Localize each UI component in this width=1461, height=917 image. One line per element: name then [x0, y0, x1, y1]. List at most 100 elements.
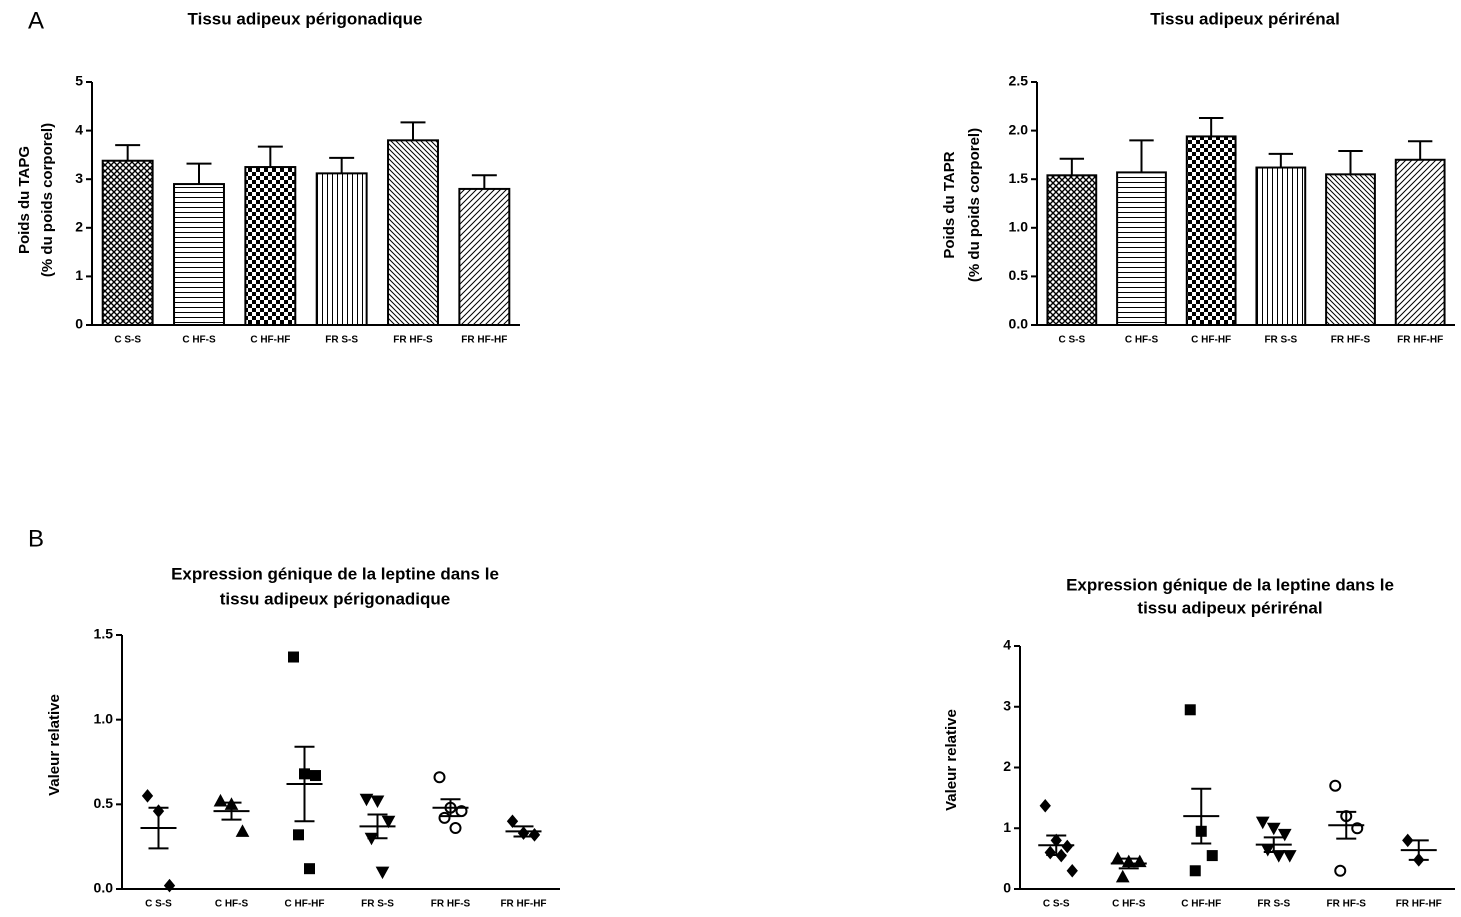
- x-tick-label: C S-S: [1058, 335, 1085, 346]
- bar: [1185, 135, 1237, 326]
- point: [288, 651, 299, 663]
- x-tick-label: FR HF-S: [1327, 899, 1367, 910]
- x-tick-label: C S-S: [114, 335, 141, 346]
- bar: [1394, 158, 1446, 326]
- point: [1044, 845, 1056, 860]
- y-tick-label: 0.5: [94, 795, 114, 811]
- bar: [1255, 166, 1307, 326]
- bar: [387, 139, 439, 326]
- x-tick-label: C HF-HF: [1181, 899, 1221, 910]
- x-tick-label: FR HF-HF: [1397, 335, 1443, 346]
- point: [1282, 850, 1297, 863]
- y-tick-label: 0: [75, 316, 83, 332]
- x-tick-label: FR HF-S: [431, 899, 471, 910]
- point: [375, 866, 390, 880]
- point: [1271, 850, 1286, 863]
- y-axis-label: Valeur relative: [46, 694, 63, 796]
- x-tick-label: FR HF-S: [1331, 335, 1371, 346]
- bar: [101, 159, 154, 326]
- point: [433, 771, 446, 784]
- point: [213, 793, 228, 807]
- y-tick-label: 3: [1003, 697, 1011, 713]
- bar: [458, 187, 511, 326]
- y-tick-label: 0: [1003, 880, 1011, 896]
- bar: [1116, 171, 1167, 326]
- point: [1277, 828, 1292, 842]
- y-tick-label: 2: [75, 219, 83, 235]
- x-tick-label: C HF-S: [182, 335, 216, 346]
- point: [449, 822, 462, 835]
- chart-title: Tissu adipeux périrénal: [1150, 9, 1340, 28]
- x-tick-label: FR HF-HF: [500, 899, 546, 910]
- y-tick-label: 0.0: [94, 880, 114, 896]
- point: [1266, 822, 1281, 836]
- y-tick-label: 3: [75, 170, 83, 186]
- bar: [173, 183, 225, 326]
- x-tick-label: C HF-HF: [285, 899, 325, 910]
- y-tick-label: 2.0: [1009, 121, 1029, 137]
- x-tick-label: FR S-S: [361, 899, 394, 910]
- chart-title: Tissu adipeux périgonadique: [188, 9, 423, 28]
- y-axis-label: Poids du TAPG: [16, 146, 33, 254]
- y-axis-label: (% du poids corporel): [39, 123, 56, 277]
- x-tick-label: FR HF-HF: [1396, 899, 1442, 910]
- y-tick-label: 1.0: [94, 710, 114, 726]
- point: [381, 815, 396, 829]
- bar: [315, 172, 368, 326]
- panel-label: A: [28, 7, 44, 34]
- point: [370, 795, 385, 808]
- panel-label: B: [28, 525, 44, 552]
- y-tick-label: 5: [75, 73, 83, 89]
- y-tick-label: 1: [75, 267, 83, 283]
- point: [1260, 844, 1275, 857]
- y-tick-label: 4: [1003, 637, 1011, 653]
- x-tick-label: FR S-S: [325, 335, 358, 346]
- point: [1184, 704, 1196, 716]
- point: [438, 811, 451, 824]
- x-tick-label: C HF-S: [215, 899, 249, 910]
- point: [1115, 869, 1130, 883]
- point: [1402, 833, 1414, 848]
- point: [293, 829, 304, 841]
- point: [1206, 850, 1218, 862]
- x-tick-label: FR S-S: [1264, 335, 1297, 346]
- point: [163, 878, 176, 893]
- x-tick-label: C HF-S: [1125, 335, 1159, 346]
- x-tick-label: C S-S: [145, 899, 172, 910]
- y-tick-label: 2.5: [1009, 73, 1029, 89]
- bar: [244, 166, 297, 326]
- y-tick-label: 4: [75, 121, 83, 137]
- point: [1066, 863, 1078, 878]
- point: [310, 770, 321, 782]
- chart-title: tissu adipeux périrénal: [1137, 598, 1322, 617]
- point: [141, 789, 154, 803]
- bar: [1325, 173, 1376, 326]
- x-tick-label: C HF-S: [1112, 899, 1146, 910]
- y-tick-label: 0.0: [1009, 316, 1029, 332]
- point: [1039, 798, 1051, 813]
- point: [1255, 816, 1270, 830]
- point: [1132, 854, 1147, 868]
- x-tick-label: FR S-S: [1257, 899, 1290, 910]
- y-tick-label: 0.5: [1009, 267, 1029, 283]
- y-axis-label: Poids du TAPR: [941, 151, 958, 258]
- x-tick-label: C S-S: [1043, 899, 1070, 910]
- y-axis-label: (% du poids corporel): [966, 128, 983, 282]
- y-tick-label: 1: [1003, 819, 1011, 835]
- y-tick-label: 2: [1003, 758, 1011, 774]
- point: [1334, 864, 1347, 877]
- x-tick-label: C HF-HF: [1191, 335, 1231, 346]
- point: [1189, 865, 1201, 877]
- chart-title: Expression génique de la leptine dans le: [1066, 575, 1394, 594]
- bar: [1046, 174, 1098, 326]
- y-tick-label: 1.5: [94, 626, 114, 642]
- point: [359, 793, 374, 807]
- point: [506, 814, 519, 829]
- point: [1061, 839, 1073, 854]
- x-tick-label: FR HF-S: [393, 335, 433, 346]
- x-tick-label: C HF-HF: [250, 335, 290, 346]
- point: [304, 863, 315, 875]
- y-tick-label: 1.5: [1009, 170, 1029, 186]
- y-axis-label: Valeur relative: [943, 709, 960, 811]
